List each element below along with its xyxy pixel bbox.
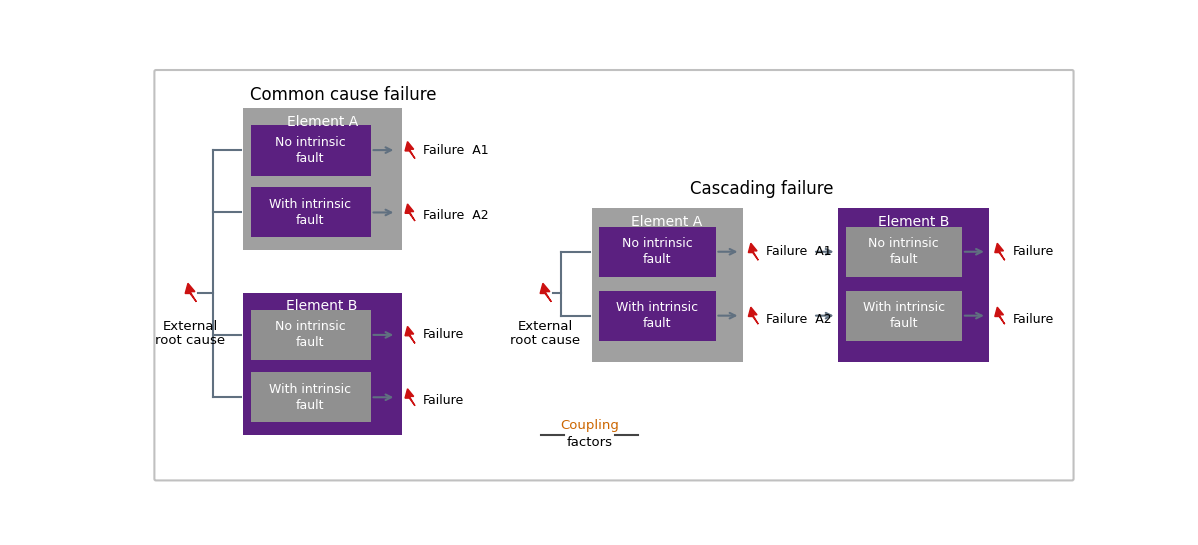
Text: Coupling: Coupling bbox=[561, 419, 619, 432]
FancyBboxPatch shape bbox=[155, 70, 1073, 481]
Bar bbox=[250, 187, 370, 237]
Text: With intrinsic
fault: With intrinsic fault bbox=[270, 383, 351, 412]
Text: Cascading failure: Cascading failure bbox=[690, 180, 834, 198]
Text: Element B: Element B bbox=[878, 215, 949, 229]
Text: Failure: Failure bbox=[423, 329, 464, 341]
Text: External
root cause: External root cause bbox=[155, 319, 225, 348]
Text: Common cause failure: Common cause failure bbox=[250, 86, 437, 104]
Polygon shape bbox=[405, 389, 415, 405]
Text: External
root cause: External root cause bbox=[510, 319, 580, 348]
Polygon shape bbox=[994, 243, 1005, 260]
Text: With intrinsic
fault: With intrinsic fault bbox=[270, 198, 351, 227]
Bar bbox=[846, 291, 962, 341]
Bar bbox=[599, 227, 715, 277]
Bar bbox=[250, 310, 370, 360]
Polygon shape bbox=[749, 307, 758, 324]
Bar bbox=[599, 291, 715, 341]
Text: Element A: Element A bbox=[631, 215, 703, 229]
Text: No intrinsic
fault: No intrinsic fault bbox=[622, 237, 692, 267]
Text: Failure: Failure bbox=[423, 394, 464, 407]
Text: Failure  A2: Failure A2 bbox=[423, 209, 488, 222]
Text: Failure  A2: Failure A2 bbox=[766, 313, 831, 326]
Polygon shape bbox=[749, 243, 758, 260]
Text: factors: factors bbox=[567, 436, 613, 449]
Polygon shape bbox=[405, 142, 415, 159]
Text: No intrinsic
fault: No intrinsic fault bbox=[274, 320, 345, 349]
Polygon shape bbox=[405, 326, 415, 343]
Bar bbox=[592, 208, 743, 362]
Bar bbox=[250, 372, 370, 422]
Polygon shape bbox=[994, 307, 1005, 324]
Polygon shape bbox=[540, 283, 551, 302]
Bar bbox=[250, 125, 370, 175]
Text: Element A: Element A bbox=[286, 114, 358, 129]
Text: Failure  A1: Failure A1 bbox=[423, 143, 488, 156]
Bar bbox=[243, 108, 401, 250]
Polygon shape bbox=[405, 204, 415, 221]
Text: With intrinsic
fault: With intrinsic fault bbox=[616, 301, 698, 330]
Text: Failure: Failure bbox=[1012, 245, 1053, 258]
Text: With intrinsic
fault: With intrinsic fault bbox=[863, 301, 945, 330]
Text: No intrinsic
fault: No intrinsic fault bbox=[274, 136, 345, 165]
Text: No intrinsic
fault: No intrinsic fault bbox=[869, 237, 939, 267]
Bar bbox=[837, 208, 990, 362]
Bar bbox=[846, 227, 962, 277]
Polygon shape bbox=[186, 283, 196, 302]
Text: Failure  A1: Failure A1 bbox=[766, 245, 831, 258]
Text: Element B: Element B bbox=[286, 299, 358, 313]
Text: Failure: Failure bbox=[1012, 313, 1053, 326]
Bar bbox=[243, 293, 401, 435]
